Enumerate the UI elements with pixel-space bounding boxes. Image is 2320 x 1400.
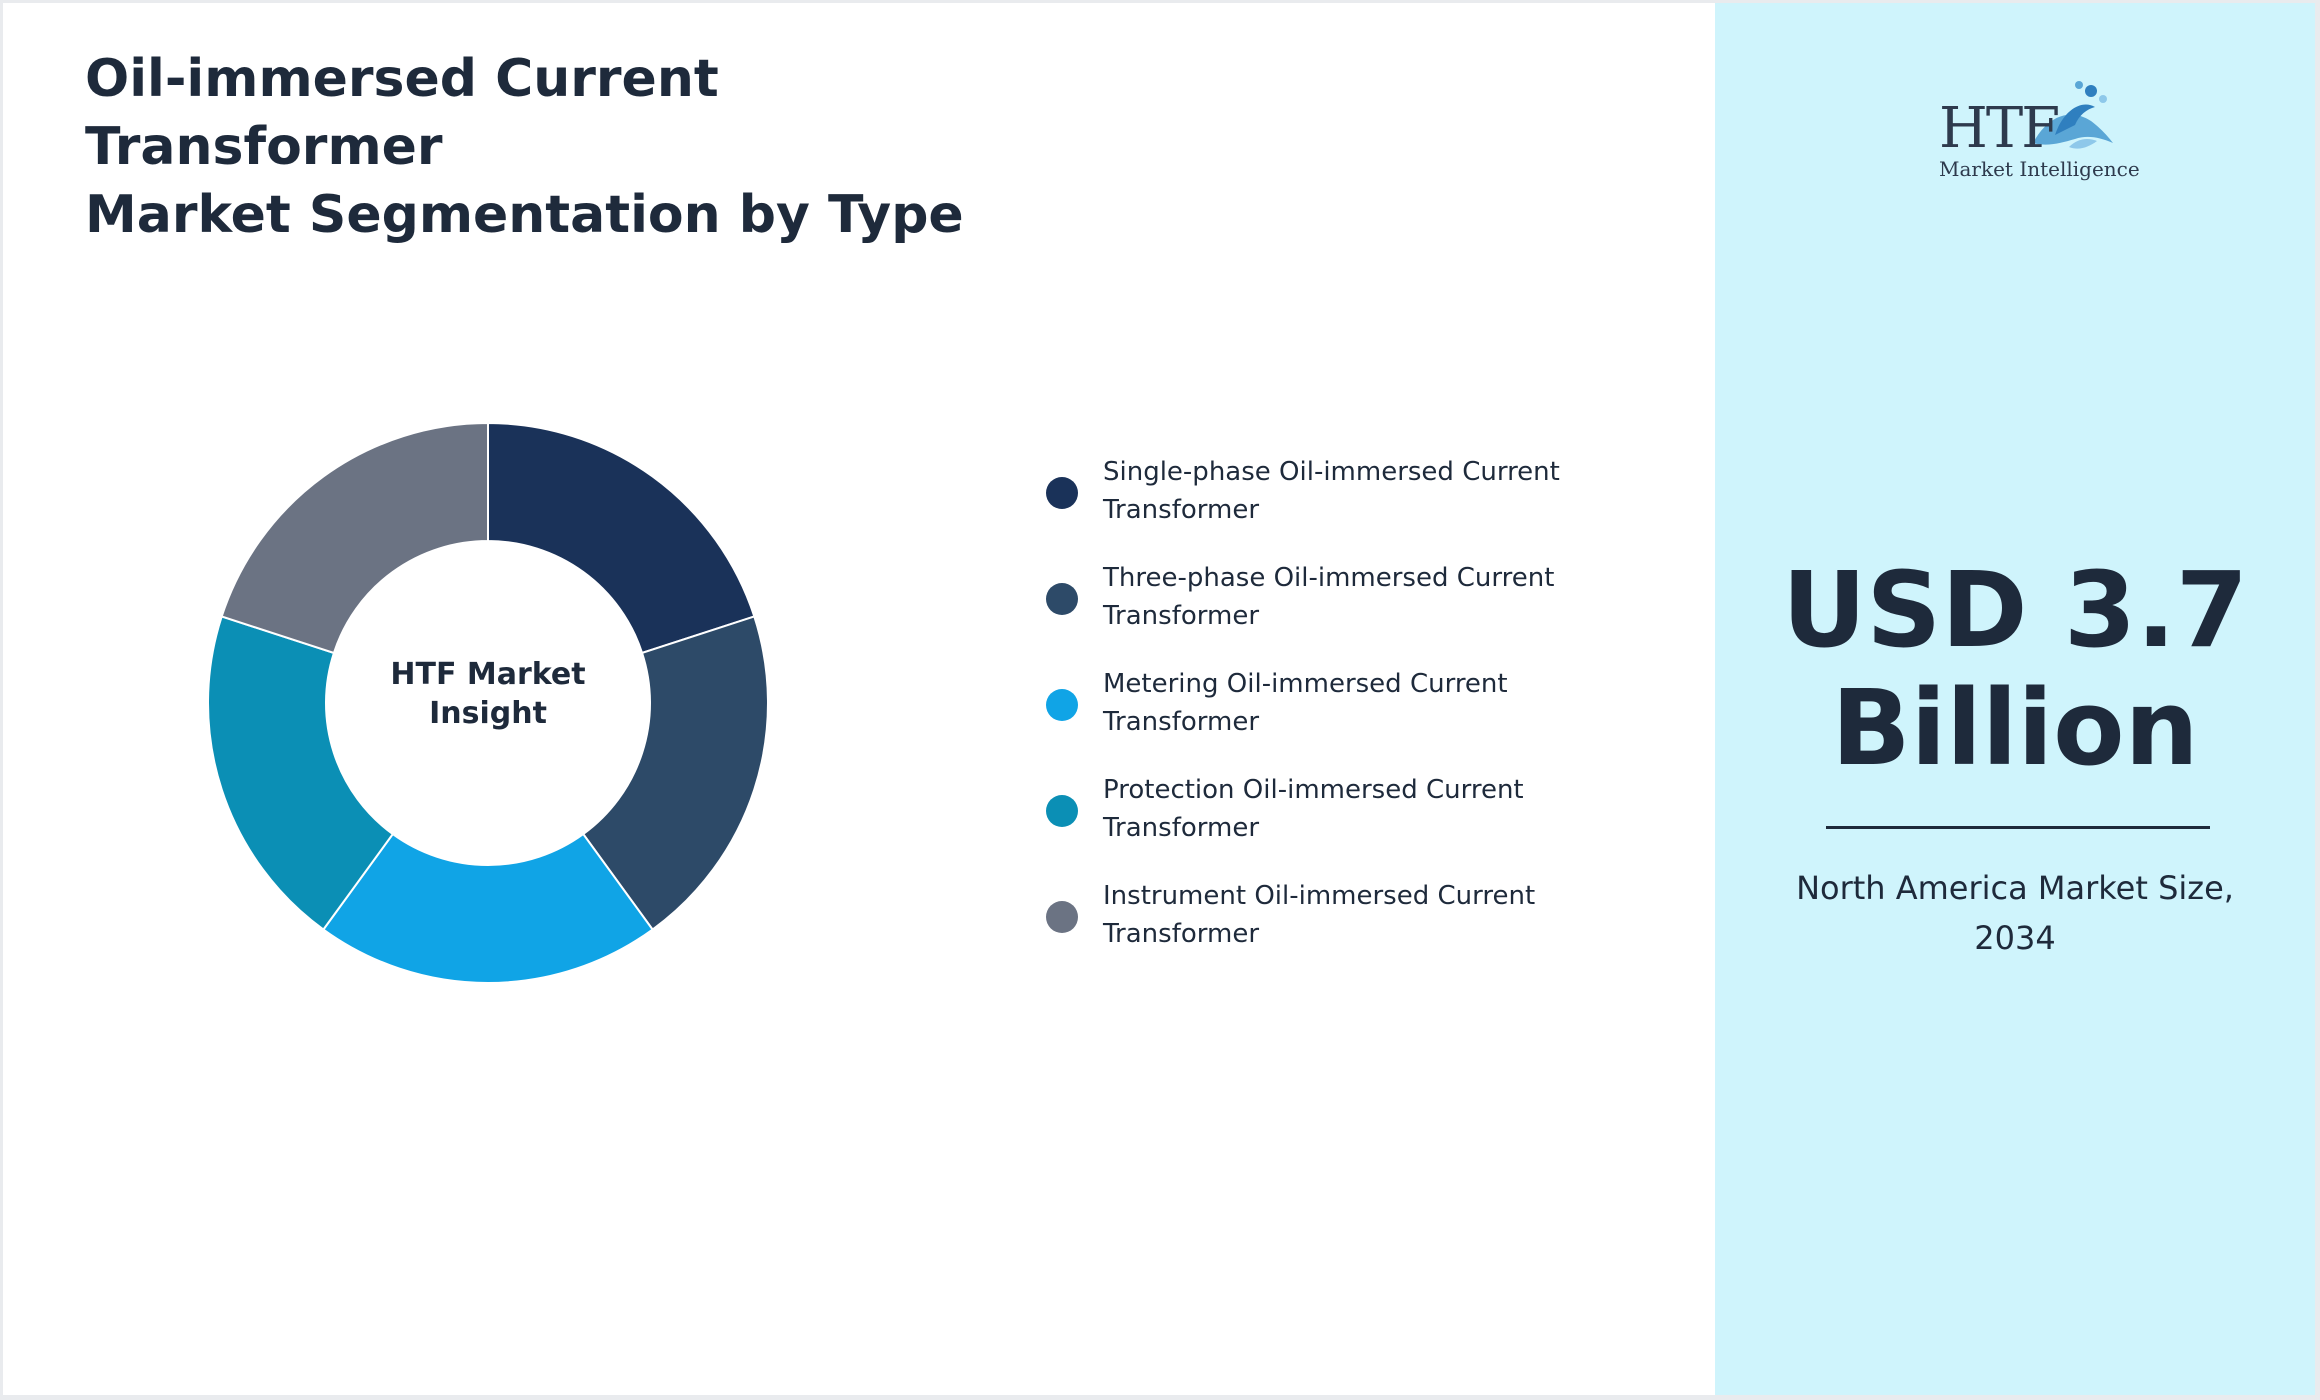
legend-label-metering: Metering Oil-immersed Current Transforme…: [1103, 665, 1573, 741]
logo-subtitle: Market Intelligence: [1939, 157, 2140, 181]
legend-marker-single-phase: [1046, 477, 1078, 509]
donut-chart: [207, 421, 769, 985]
legend-label-line-1: Protection Oil-immersed Current: [1103, 775, 1524, 805]
legend-item-single-phase: Single-phase Oil-immersed Current Transf…: [1043, 453, 1663, 559]
legend-marker-protection: [1046, 795, 1078, 827]
page-title: Oil-immersed Current Transformer Market …: [85, 45, 1085, 249]
donut-slice-metering: [322, 832, 654, 985]
legend-item-three-phase: Three-phase Oil-immersed Current Transfo…: [1043, 559, 1663, 665]
legend-item-metering: Metering Oil-immersed Current Transforme…: [1043, 665, 1663, 771]
legend-label-line-2: Transformer: [1103, 495, 1260, 525]
market-size-panel: HTF Market Intelligence USD 3.7 Billion …: [1715, 3, 2315, 1395]
donut-slice-three-phase: [581, 615, 769, 931]
title-line-1: Oil-immersed Current Transformer: [85, 49, 719, 177]
donut-slice-instrument: [220, 421, 489, 655]
chart-legend: Single-phase Oil-immersed Current Transf…: [1043, 453, 1663, 983]
market-size-value: USD 3.7 Billion: [1715, 551, 2315, 787]
legend-marker-metering: [1046, 689, 1078, 721]
chart-panel: Oil-immersed Current Transformer Market …: [3, 3, 1715, 1395]
legend-label-protection: Protection Oil-immersed Current Transfor…: [1103, 771, 1573, 847]
legend-label-line-1: Single-phase Oil-immersed Current: [1103, 457, 1560, 487]
caption-line-1: North America Market Size,: [1796, 869, 2234, 907]
page-frame: Oil-immersed Current Transformer Market …: [3, 3, 2315, 1395]
divider-line: [1826, 826, 2210, 829]
donut-slice-single-phase: [487, 421, 756, 655]
center-label-line-1: HTF Market: [390, 657, 586, 692]
legend-marker-three-phase: [1046, 583, 1078, 615]
legend-label-line-2: Transformer: [1103, 813, 1260, 843]
legend-label-line-2: Transformer: [1103, 601, 1260, 631]
legend-label-line-1: Metering Oil-immersed Current: [1103, 669, 1508, 699]
legend-label-line-1: Three-phase Oil-immersed Current: [1103, 563, 1555, 593]
htf-logo: HTF Market Intelligence: [1925, 77, 2140, 197]
legend-marker-instrument: [1046, 901, 1078, 933]
donut-slice-protection: [207, 615, 395, 931]
donut-center-label: HTF Market Insight: [339, 655, 637, 733]
legend-label-three-phase: Three-phase Oil-immersed Current Transfo…: [1103, 559, 1573, 635]
legend-label-line-2: Transformer: [1103, 919, 1260, 949]
dolphin-wave-icon: [2033, 81, 2113, 149]
legend-label-single-phase: Single-phase Oil-immersed Current Transf…: [1103, 453, 1573, 529]
title-line-2: Market Segmentation by Type: [85, 185, 964, 245]
caption-line-2: 2034: [1974, 919, 2056, 957]
center-label-line-2: Insight: [429, 696, 547, 731]
market-size-caption: North America Market Size, 2034: [1755, 863, 2275, 963]
legend-item-protection: Protection Oil-immersed Current Transfor…: [1043, 771, 1663, 877]
market-size-value-line-2: Billion: [1831, 667, 2199, 789]
legend-label-line-1: Instrument Oil-immersed Current: [1103, 881, 1536, 911]
legend-label-line-2: Transformer: [1103, 707, 1260, 737]
logo-brand: HTF: [1939, 96, 2060, 161]
market-size-value-line-1: USD 3.7: [1781, 549, 2249, 671]
legend-label-instrument: Instrument Oil-immersed Current Transfor…: [1103, 877, 1573, 953]
legend-item-instrument: Instrument Oil-immersed Current Transfor…: [1043, 877, 1663, 983]
